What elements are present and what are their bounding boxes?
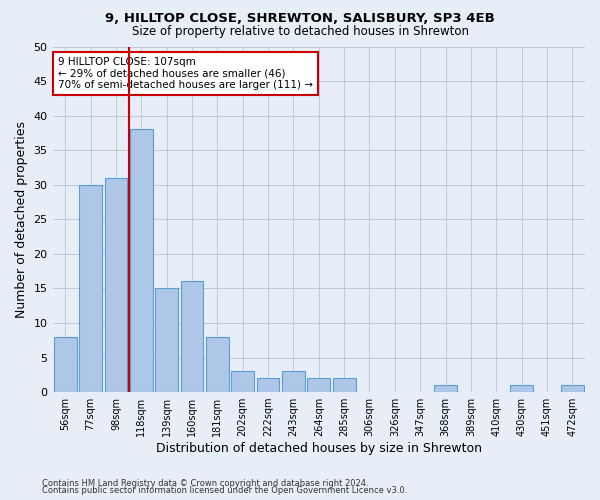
Bar — [155, 288, 178, 392]
Bar — [561, 385, 584, 392]
Text: Contains public sector information licensed under the Open Government Licence v3: Contains public sector information licen… — [42, 486, 407, 495]
Bar — [510, 385, 533, 392]
Bar — [54, 337, 77, 392]
Bar — [206, 337, 229, 392]
Bar — [79, 184, 102, 392]
Bar — [104, 178, 127, 392]
Bar — [130, 130, 152, 392]
X-axis label: Distribution of detached houses by size in Shrewton: Distribution of detached houses by size … — [156, 442, 482, 455]
Text: 9 HILLTOP CLOSE: 107sqm
← 29% of detached houses are smaller (46)
70% of semi-de: 9 HILLTOP CLOSE: 107sqm ← 29% of detache… — [58, 57, 313, 90]
Text: Contains HM Land Registry data © Crown copyright and database right 2024.: Contains HM Land Registry data © Crown c… — [42, 478, 368, 488]
Bar — [333, 378, 356, 392]
Bar — [257, 378, 280, 392]
Bar — [307, 378, 330, 392]
Bar — [282, 372, 305, 392]
Bar — [434, 385, 457, 392]
Text: Size of property relative to detached houses in Shrewton: Size of property relative to detached ho… — [131, 25, 469, 38]
Bar — [231, 372, 254, 392]
Y-axis label: Number of detached properties: Number of detached properties — [15, 121, 28, 318]
Text: 9, HILLTOP CLOSE, SHREWTON, SALISBURY, SP3 4EB: 9, HILLTOP CLOSE, SHREWTON, SALISBURY, S… — [105, 12, 495, 26]
Bar — [181, 282, 203, 392]
